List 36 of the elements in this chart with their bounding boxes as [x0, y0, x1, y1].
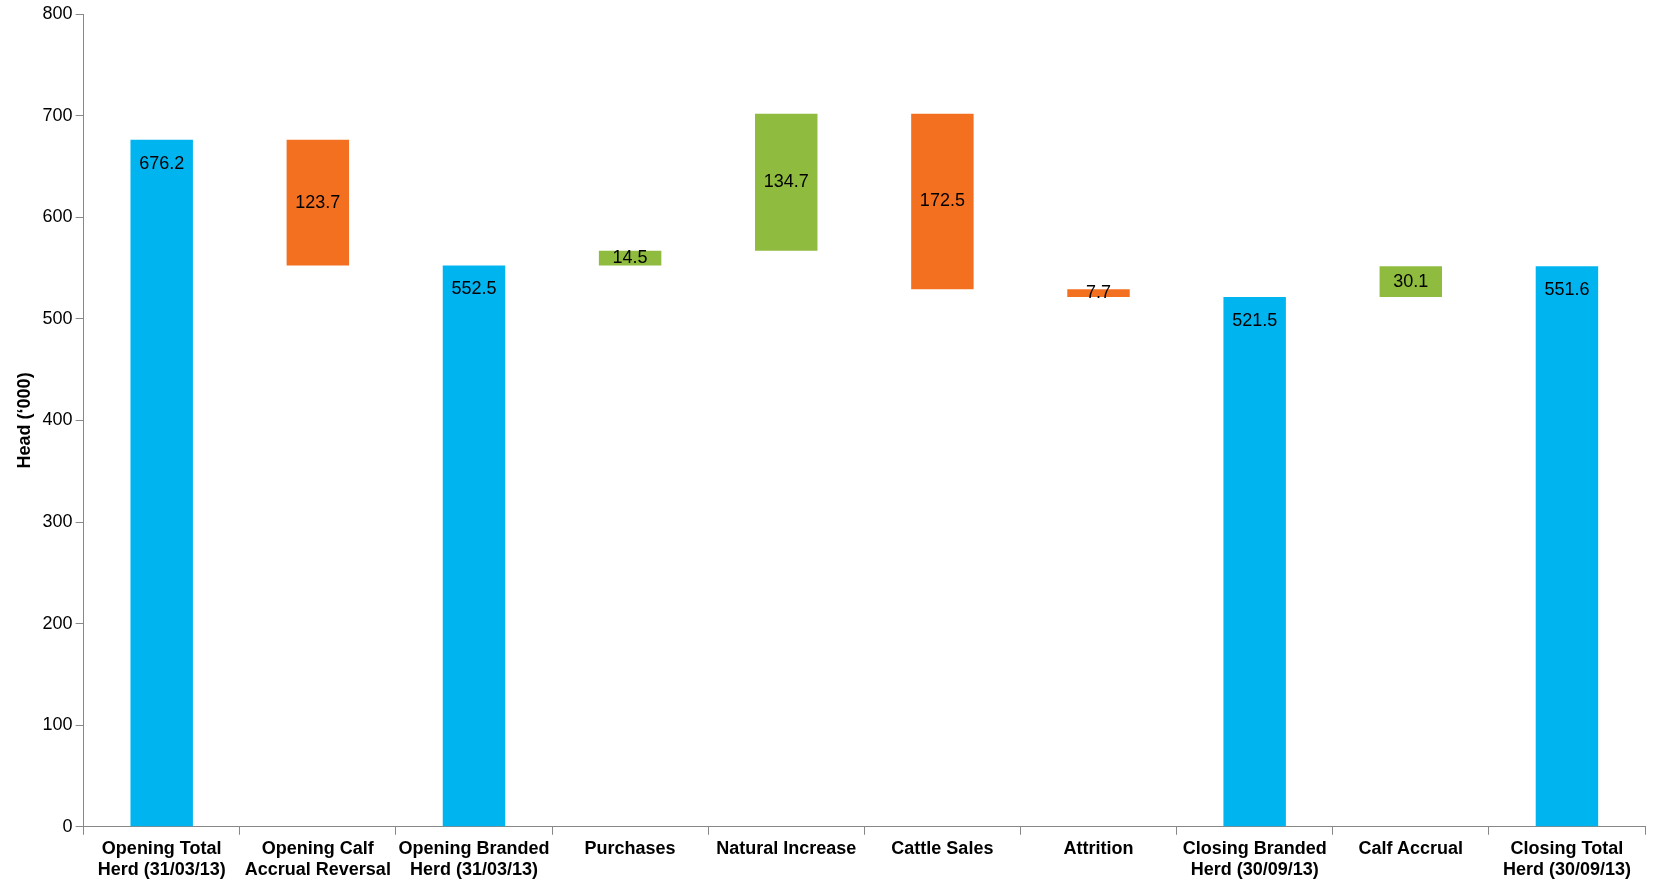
y-axis-title: Head (‘000) [13, 372, 34, 469]
bar [911, 113, 974, 290]
bar [442, 265, 506, 827]
y-tick-label: 500 [42, 307, 73, 328]
y-tick-label: 100 [42, 714, 73, 735]
y-tick-label: 400 [42, 409, 73, 430]
y-tick-label: 700 [42, 104, 73, 125]
y-tick-label: 200 [42, 612, 73, 633]
x-tick-label: Closing Branded Herd (30/09/13) [1182, 837, 1327, 880]
x-tick-label: Attrition [1063, 837, 1134, 858]
x-tick-label: Opening Total Herd (31/03/13) [97, 837, 226, 880]
data-label: 676.2 [139, 152, 185, 173]
bar [130, 139, 193, 827]
y-tick-label: 0 [62, 815, 73, 836]
data-label: 552.5 [451, 278, 497, 299]
x-tick-label: Purchases [584, 837, 676, 858]
data-label: 123.7 [295, 191, 341, 212]
data-label: 521.5 [1232, 309, 1278, 330]
bar [286, 139, 350, 266]
bar [755, 113, 818, 251]
y-tick-label: 800 [42, 2, 73, 23]
bar [1535, 266, 1599, 827]
x-tick-label: Cattle Sales [891, 837, 994, 858]
x-tick-label: Opening Branded Herd (31/03/13) [398, 837, 550, 880]
data-label: 134.7 [763, 171, 809, 192]
data-label: 172.5 [919, 190, 965, 211]
data-label: 30.1 [1393, 270, 1429, 291]
y-tick-label: 300 [42, 510, 73, 531]
x-tick-label: Calf Accrual [1358, 837, 1463, 858]
x-tick-label: Closing Total Herd (30/09/13) [1502, 837, 1631, 880]
data-label: 551.6 [1544, 279, 1590, 300]
x-tick-label: Natural Increase [716, 837, 857, 858]
data-label: 14.5 [612, 247, 648, 268]
y-tick-label: 600 [42, 206, 73, 227]
x-tick-label: Opening Calf Accrual Reversal [244, 837, 391, 880]
bar [1223, 296, 1286, 827]
